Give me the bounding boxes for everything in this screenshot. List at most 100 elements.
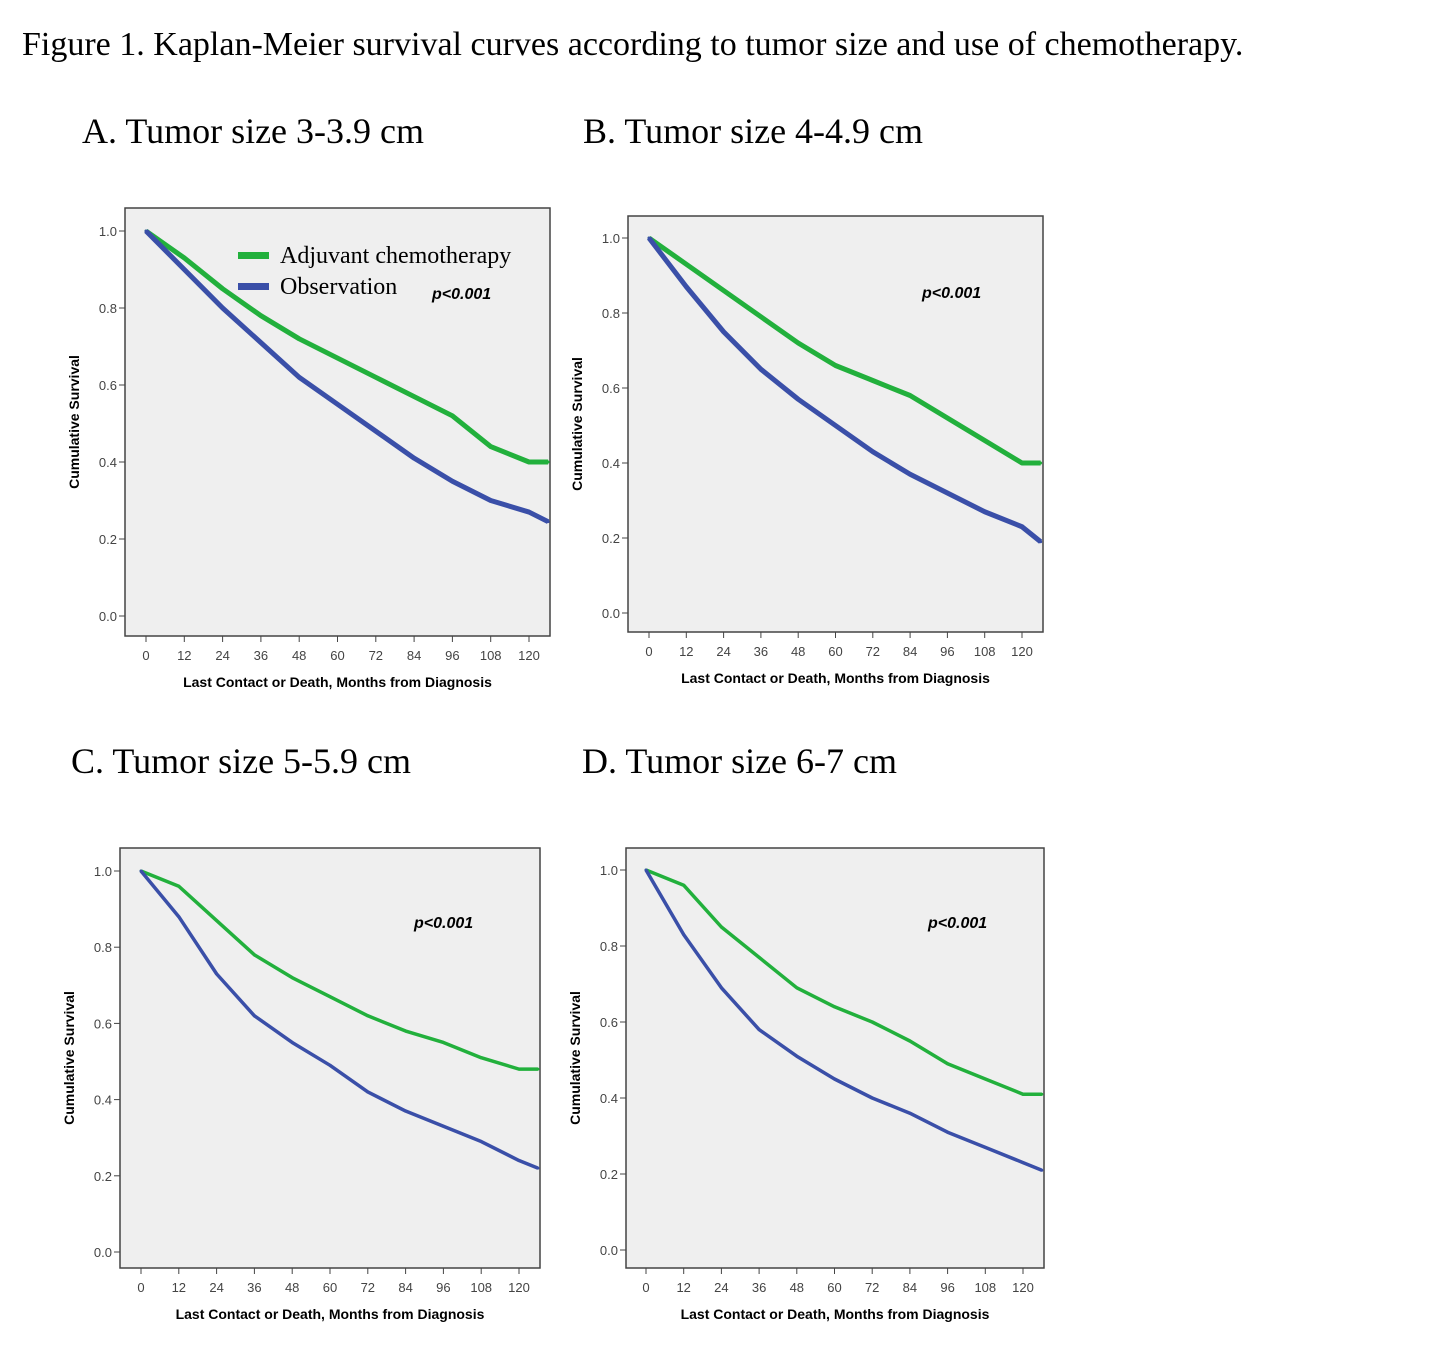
x-tick-label: 24 <box>714 1280 728 1295</box>
chemo-curve <box>140 869 538 1071</box>
legend-swatch <box>238 283 269 290</box>
y-tick-label: 1.0 <box>600 863 618 878</box>
observation-point <box>177 915 181 919</box>
observation-point <box>139 869 143 873</box>
y-tick-label: 1.0 <box>602 231 620 246</box>
observation-point <box>684 285 688 289</box>
observation-point <box>722 330 726 334</box>
x-tick-label: 84 <box>903 1280 917 1295</box>
x-tick-label: 36 <box>752 1280 766 1295</box>
observation-point <box>719 986 723 990</box>
observation-point <box>833 1077 836 1081</box>
y-tick-label: 0.4 <box>600 1091 618 1106</box>
panel-b: B. Tumor size 4-4.9 cm 0.0 0.2 0.4 0.6 0.8 1.0… <box>569 111 1044 686</box>
x-tick-label: 0 <box>137 1280 144 1295</box>
chemo-point <box>983 1077 987 1081</box>
x-tick-label: 0 <box>645 644 652 659</box>
observation-point <box>259 341 263 345</box>
chemo-point <box>182 256 186 260</box>
chemo-point <box>796 341 800 345</box>
observation-point <box>527 510 531 514</box>
x-tick-label: 120 <box>518 648 540 663</box>
x-tick-label: 36 <box>247 1280 261 1295</box>
chemo-point <box>297 337 301 341</box>
observation-point <box>489 499 493 502</box>
observation-point <box>215 972 219 976</box>
observation-point <box>682 933 686 937</box>
chemo-point <box>177 884 181 888</box>
x-tick-label: 84 <box>398 1280 412 1295</box>
y-axis-label: Cumulative Survival <box>61 991 77 1125</box>
x-tick-label: 108 <box>480 648 502 663</box>
observation-point <box>412 456 416 460</box>
observation-point <box>1039 540 1043 544</box>
observation-point <box>221 306 225 310</box>
observation-point <box>546 520 550 524</box>
x-tick-label: 60 <box>828 644 842 659</box>
chemo-point <box>489 445 493 449</box>
chemo-point <box>757 955 761 959</box>
y-tick-label: 1.0 <box>94 864 112 879</box>
x-tick-label: 72 <box>369 648 383 663</box>
x-tick-label: 24 <box>209 1280 223 1295</box>
chemo-point <box>1020 461 1024 465</box>
legend-entry: Observation <box>280 274 397 300</box>
chemo-point <box>479 1056 483 1060</box>
observation-point <box>795 1054 799 1058</box>
observation-point <box>450 479 454 483</box>
x-tick-label: 24 <box>215 648 229 663</box>
chemo-point <box>252 953 256 957</box>
observation-point <box>983 1145 987 1149</box>
x-tick-label: 0 <box>142 648 149 663</box>
x-tick-label: 48 <box>791 644 805 659</box>
y-tick-label: 0.0 <box>94 1245 112 1260</box>
legend-entry: Adjuvant chemotherapy <box>280 243 511 269</box>
chemo-point <box>908 394 912 397</box>
observation-point <box>536 1166 540 1170</box>
observation-point <box>1021 1161 1025 1165</box>
x-tick-label: 96 <box>436 1280 450 1295</box>
y-tick-label: 0.0 <box>600 1243 618 1258</box>
panel-c: C. Tumor size 5-5.9 cm 0.0 0.2 0.4 0.6 0.8 1.0… <box>61 741 541 1322</box>
x-tick-label: 24 <box>716 644 730 659</box>
chemo-point <box>328 995 332 999</box>
observation-point <box>374 429 378 433</box>
x-tick-label: 12 <box>177 648 191 663</box>
x-tick-label: 120 <box>1011 644 1033 659</box>
figure-title: Figure 1. Kaplan-Meier survival curves a… <box>22 26 1243 63</box>
observation-point <box>946 1130 950 1134</box>
y-tick-label: 0.2 <box>600 1167 618 1182</box>
chemo-point <box>374 375 378 379</box>
observation-point <box>1040 1168 1044 1172</box>
x-tick-label: 120 <box>508 1280 530 1295</box>
chemo-point <box>945 416 949 420</box>
x-axis-label: Last Contact or Death, Months from Diagn… <box>681 1306 990 1322</box>
observation-point <box>908 1111 912 1115</box>
y-tick-label: 0.6 <box>99 378 117 393</box>
x-tick-label: 12 <box>676 1280 690 1295</box>
panel-d: D. Tumor size 6-7 cm 0.0 0.2 0.4 0.6 0.8 1.0 0 1… <box>567 741 1045 1322</box>
x-tick-label: 108 <box>974 1280 996 1295</box>
chemo-curve <box>645 868 1042 1096</box>
y-tick-label: 0.0 <box>602 606 620 621</box>
p-value: p<0.001 <box>921 285 981 302</box>
chemo-point <box>221 287 225 291</box>
p-value: p<0.001 <box>413 915 473 932</box>
observation-point <box>297 375 301 379</box>
chemo-point <box>527 460 531 464</box>
y-tick-label: 0.8 <box>94 940 112 955</box>
observation-point <box>517 1159 521 1163</box>
panel-title: B. Tumor size 4-4.9 cm <box>583 111 923 151</box>
x-tick-label: 72 <box>361 1280 375 1295</box>
chemo-curve <box>144 228 549 465</box>
chemo-point <box>983 439 987 442</box>
chemo-point <box>336 356 339 360</box>
x-tick-label: 96 <box>940 644 954 659</box>
x-tick-label: 72 <box>866 644 880 659</box>
chemo-point <box>834 364 837 367</box>
y-tick-label: 0.6 <box>602 381 620 396</box>
chemo-point <box>412 395 416 399</box>
y-tick-label: 0.2 <box>94 1169 112 1184</box>
chemo-point <box>833 1005 836 1009</box>
